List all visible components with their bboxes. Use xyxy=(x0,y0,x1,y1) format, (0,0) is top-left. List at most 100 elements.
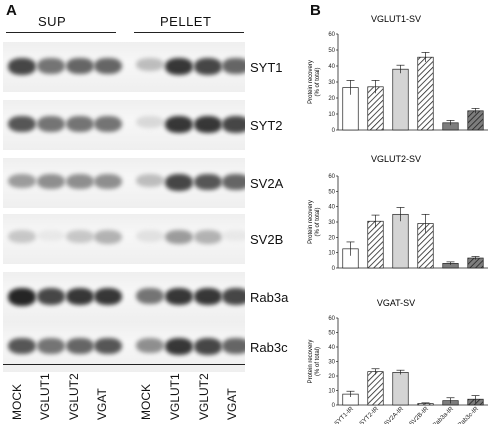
lane-label-vglut2: VGLUT2 xyxy=(67,373,81,420)
group-label-sup: SUP xyxy=(38,14,67,29)
y-tick-label: 30 xyxy=(328,360,335,366)
y-tick-label: 40 xyxy=(328,64,335,70)
y-tick-label: 20 xyxy=(328,96,335,102)
y-tick-label: 40 xyxy=(328,205,335,211)
y-axis-label: Protein recovery xyxy=(308,60,314,104)
blot-sv2a xyxy=(3,158,245,208)
protein-label-sv2b: SV2B xyxy=(250,232,284,247)
band xyxy=(194,58,222,75)
band xyxy=(66,230,94,243)
bar xyxy=(392,213,409,269)
y-axis-label: (% of total) xyxy=(315,67,321,96)
band xyxy=(94,230,122,244)
bar xyxy=(392,372,409,406)
bar xyxy=(367,220,384,269)
lane-label-mock: MOCK xyxy=(10,384,24,420)
band xyxy=(8,116,36,132)
y-tick-label: 40 xyxy=(328,345,335,351)
bar xyxy=(467,110,484,131)
bar xyxy=(417,56,434,131)
y-tick-label: 60 xyxy=(328,174,335,180)
y-axis-label: Protein recovery xyxy=(308,340,314,384)
protein-label-sv2a: SV2A xyxy=(250,176,284,191)
y-tick-label: 50 xyxy=(328,48,335,54)
band xyxy=(8,174,36,188)
x-tick-label: SV2B-IR xyxy=(408,405,430,424)
band xyxy=(165,116,193,133)
x-tick-label: Rab3a-IR xyxy=(431,405,455,424)
band xyxy=(222,116,245,133)
group-label-pellet: PELLET xyxy=(160,14,212,29)
band xyxy=(165,230,193,244)
band xyxy=(94,288,122,305)
band xyxy=(222,174,245,190)
protein-label-rab3c: Rab3c xyxy=(250,340,288,355)
band xyxy=(194,116,222,133)
blot-syt2 xyxy=(3,100,245,150)
lane-label-vglut2: VGLUT2 xyxy=(197,373,211,420)
band xyxy=(66,174,94,189)
band xyxy=(94,174,122,189)
lane-label-vgat: VGAT xyxy=(95,388,109,420)
band xyxy=(136,338,164,353)
x-tick-label: SV2A-IR xyxy=(383,405,405,424)
band xyxy=(165,174,193,191)
y-tick-label: 0 xyxy=(332,128,336,134)
x-tick-label: SYT2-IR xyxy=(358,405,380,424)
y-tick-label: 20 xyxy=(328,235,335,241)
band xyxy=(8,230,36,243)
band xyxy=(136,174,164,187)
band xyxy=(37,174,65,189)
y-tick-label: 30 xyxy=(328,80,335,86)
blot-rab3a xyxy=(3,272,245,322)
band xyxy=(165,58,193,75)
y-tick-label: 0 xyxy=(332,266,336,272)
band xyxy=(194,174,222,190)
x-tick-label: Rab3c-IR xyxy=(456,405,480,424)
y-tick-label: 50 xyxy=(328,331,335,337)
y-axis-label: Protein recovery xyxy=(308,200,314,244)
y-tick-label: 10 xyxy=(328,112,335,118)
protein-label-syt2: SYT2 xyxy=(250,118,283,133)
band xyxy=(222,230,245,241)
band xyxy=(8,288,36,306)
y-tick-label: 30 xyxy=(328,220,335,226)
band xyxy=(37,338,65,354)
band xyxy=(222,58,245,74)
lane-label-vgat: VGAT xyxy=(225,388,239,420)
band xyxy=(37,230,65,241)
band xyxy=(94,338,122,354)
y-axis-label: (% of total) xyxy=(315,207,321,236)
chart-title: VGLUT1-SV xyxy=(371,14,421,24)
lane-label-mock: MOCK xyxy=(139,384,153,420)
band xyxy=(136,230,164,242)
band xyxy=(136,58,164,71)
y-axis-label: (% of total) xyxy=(315,347,321,376)
band xyxy=(165,338,193,355)
band xyxy=(8,338,36,354)
band xyxy=(94,116,122,132)
protein-label-syt1: SYT1 xyxy=(250,60,283,75)
y-tick-label: 60 xyxy=(328,32,335,38)
y-tick-label: 20 xyxy=(328,374,335,380)
band xyxy=(165,288,193,305)
protein-label-rab3a: Rab3a xyxy=(250,290,289,305)
band xyxy=(194,338,222,355)
band xyxy=(136,288,164,304)
y-tick-label: 50 xyxy=(328,189,335,195)
chart-title: VGAT-SV xyxy=(377,298,415,308)
chart-title: VGLUT2-SV xyxy=(371,154,421,164)
band xyxy=(94,58,122,74)
band xyxy=(66,288,94,305)
band xyxy=(37,288,65,305)
band xyxy=(66,116,94,132)
panel-a-letter: A xyxy=(6,2,17,19)
band xyxy=(37,116,65,132)
band xyxy=(194,230,222,244)
y-tick-label: 0 xyxy=(332,403,336,409)
lane-label-vglut1: VGLUT1 xyxy=(38,373,52,420)
band xyxy=(222,288,245,305)
pellet-underline xyxy=(134,32,244,33)
y-tick-label: 10 xyxy=(328,389,335,395)
